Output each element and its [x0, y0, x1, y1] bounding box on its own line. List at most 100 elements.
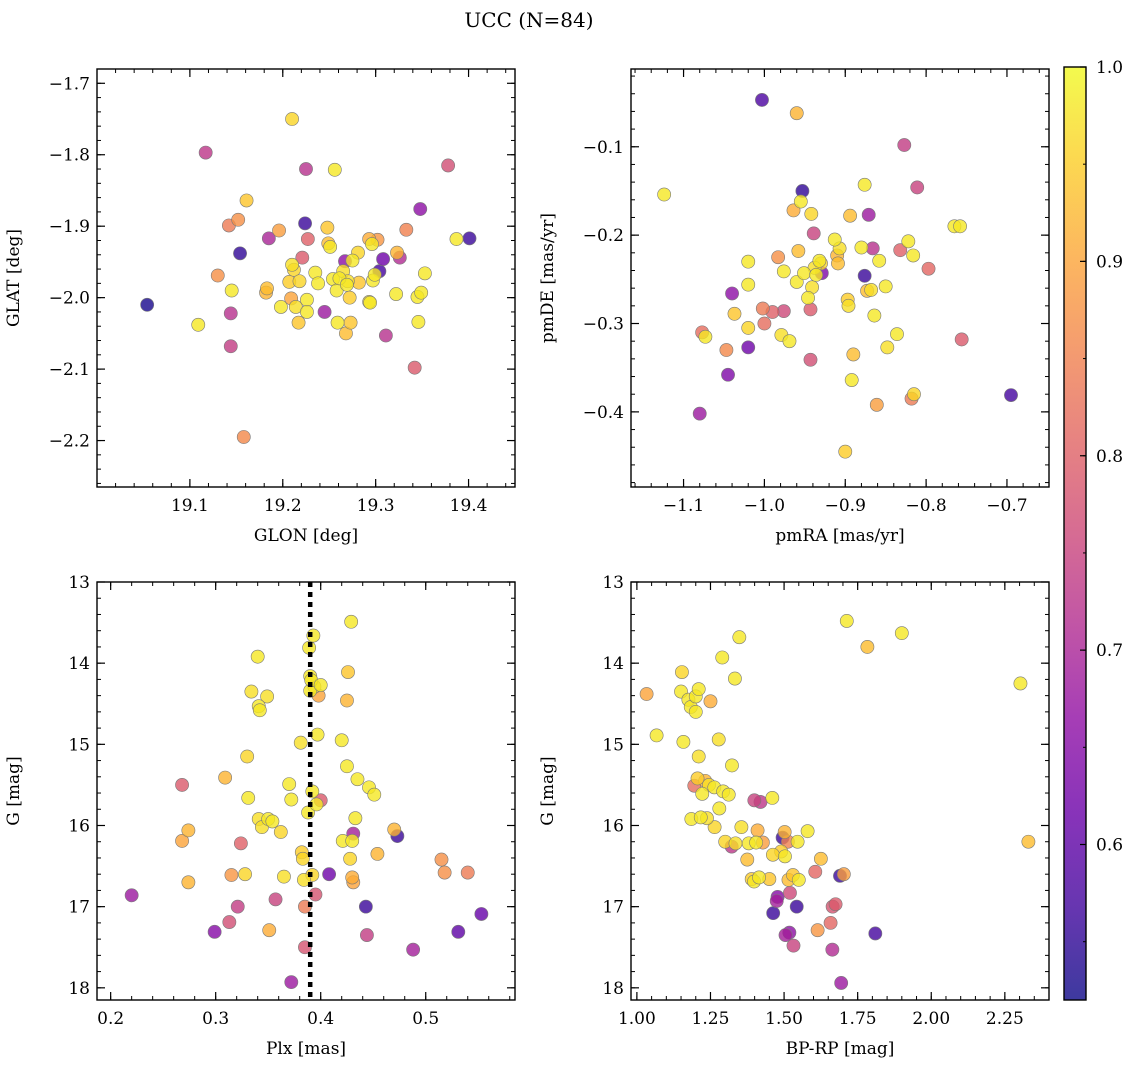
data-point: [810, 923, 825, 938]
data-point: [752, 870, 766, 885]
data-point: [854, 240, 869, 255]
data-point: [313, 678, 328, 692]
data-point: [765, 847, 780, 862]
data-point: [340, 693, 354, 708]
data-point: [334, 733, 349, 748]
data-point: [786, 938, 801, 953]
data-point: [198, 145, 213, 160]
data-point: [223, 306, 238, 321]
x-tick-label: 19.4: [450, 496, 488, 516]
data-point: [265, 814, 280, 829]
data-point: [343, 851, 358, 866]
x-tick-label: 19.1: [171, 496, 209, 516]
data-point: [363, 295, 377, 310]
data-point: [910, 180, 925, 195]
x-tick-label: 0.4: [307, 1009, 334, 1029]
data-point: [300, 232, 315, 246]
data-point: [691, 682, 706, 697]
data-point: [389, 287, 404, 301]
data-point: [414, 285, 429, 300]
data-point: [345, 870, 360, 885]
data-point: [1004, 388, 1018, 402]
data-point: [728, 836, 743, 851]
data-point: [298, 216, 312, 231]
data-point: [812, 253, 827, 268]
data-point: [791, 244, 806, 258]
data-point: [823, 915, 838, 930]
data-point: [370, 847, 385, 861]
data-point: [719, 343, 734, 357]
data-point: [191, 317, 206, 332]
data-point: [387, 822, 402, 837]
y-tick-label: −0.4: [583, 403, 624, 423]
colorbar-tick-label: 0.7: [1096, 641, 1123, 661]
data-point: [749, 835, 764, 850]
y-tick-label: 18: [68, 979, 90, 999]
data-point: [434, 852, 449, 867]
data-point: [244, 684, 259, 699]
data-point: [639, 687, 654, 701]
data-point: [417, 266, 432, 281]
data-point: [340, 759, 354, 774]
data-point: [345, 253, 360, 268]
data-point: [804, 207, 819, 221]
data-point: [365, 237, 379, 251]
data-point: [867, 308, 882, 323]
data-point: [277, 869, 291, 884]
data-point: [437, 865, 452, 880]
data-point: [1013, 676, 1028, 691]
y-tick-label: 16: [602, 816, 624, 836]
y-tick-label: 14: [602, 654, 624, 674]
data-point: [843, 208, 858, 223]
data-point: [327, 162, 342, 177]
data-point: [441, 158, 456, 173]
x-tick-label: 2.25: [986, 1009, 1024, 1029]
data-point: [741, 340, 756, 355]
data-point: [310, 727, 325, 742]
data-point: [460, 865, 475, 880]
data-point: [693, 810, 708, 825]
colorbar-tick-label: 0.8: [1096, 447, 1123, 467]
data-point: [293, 735, 308, 750]
data-point: [828, 897, 843, 912]
data-point: [657, 187, 672, 202]
scatter-panels: 19.1 19.2 19.3 19.4 −1.7 −1.8 −1.9 −2.0 −2.1 −2.2…: [4, 68, 1050, 1059]
x-axis-label: BP-RP [mag]: [786, 1039, 895, 1059]
data-point: [703, 694, 718, 709]
data-point: [320, 220, 335, 235]
data-point: [860, 640, 875, 654]
data-point: [378, 328, 393, 343]
y-axis-label: G [mag]: [538, 756, 558, 825]
y-axis-label: GLAT [deg]: [4, 229, 24, 327]
y-tick-label: 14: [68, 654, 90, 674]
plx-g-panel: 0.2 0.3 0.4 0.5 13 14 15 16 17 18 Plx [mas] G [mag]: [4, 573, 516, 1059]
data-point: [806, 226, 821, 241]
bprp-g-panel: 1.00 1.25 1.50 1.75 2.00 2.25 13 14 15 16 17 18 BP-R…: [538, 573, 1050, 1059]
data-point: [907, 387, 921, 402]
data-point: [765, 790, 780, 805]
data-point: [344, 614, 359, 629]
data-point: [124, 888, 139, 903]
data-point: [857, 268, 872, 283]
x-axis-label: Plx [mas]: [266, 1039, 346, 1059]
x-tick-label: 1.75: [839, 1009, 877, 1029]
data-point: [285, 112, 299, 126]
data-point: [300, 292, 314, 307]
data-point: [295, 250, 310, 265]
data-point: [831, 256, 845, 271]
y-tick-label: −0.2: [583, 226, 624, 246]
data-point: [846, 347, 861, 362]
data-point: [224, 868, 239, 882]
data-point: [789, 106, 804, 121]
x-tick-label: −0.9: [825, 496, 866, 516]
data-point: [778, 849, 792, 864]
colorbar-gradient: [1064, 67, 1086, 1000]
data-point: [954, 332, 969, 347]
axes-frame: [630, 581, 1050, 1001]
data-point: [793, 194, 808, 209]
colorbar-tick-label: 0.6: [1096, 836, 1123, 856]
data-point: [348, 811, 363, 826]
data-point: [345, 834, 360, 848]
data-point: [880, 340, 895, 355]
data-point: [238, 867, 252, 882]
